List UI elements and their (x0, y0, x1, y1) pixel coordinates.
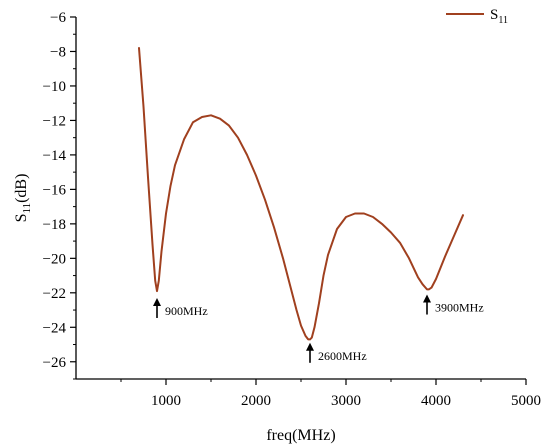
series-line-s11 (138, 47, 464, 341)
annotation-arrow-head (306, 342, 314, 351)
y-tick-label: −18 (43, 217, 66, 233)
x-tick-label: 1000 (151, 393, 181, 409)
annotation-label: 900MHz (165, 304, 208, 318)
x-ticks: 1000 2000 3000 4000 5000 (120, 379, 541, 409)
y-axis-title-main: S (13, 214, 30, 223)
y-tick-label: −20 (43, 251, 66, 267)
legend: S11 (446, 7, 508, 26)
x-tick-label: 3000 (331, 393, 361, 409)
annotations: 900MHz 2600MHz 3900MHz (153, 294, 484, 363)
y-axis-title: S11(dB) (13, 174, 33, 223)
annotation-arrow-head (153, 297, 161, 306)
y-tick-label: −12 (43, 113, 66, 129)
plot-area: 1000 2000 3000 4000 5000 −26−24−22−20−18−16−… (43, 10, 541, 409)
x-tick-label: 2000 (241, 393, 271, 409)
x-tick-label: 4000 (421, 393, 451, 409)
x-axis-title: freq(MHz) (266, 427, 335, 444)
series-layer (138, 47, 464, 341)
y-tick-label: −26 (43, 355, 67, 371)
legend-label-sub: 11 (498, 15, 508, 26)
y-axis-title-tail: (dB) (13, 174, 30, 203)
legend-label: S11 (490, 7, 508, 26)
y-ticks: −26 −24 −22 −20 −18 −16 −14 −12 −10 −8 −6 (43, 10, 76, 380)
y-tick-label: −14 (43, 148, 67, 164)
x-tick-label: 5000 (511, 393, 541, 409)
y-axis-title-sub: 11 (21, 203, 33, 214)
y-tick-label: −10 (43, 79, 66, 95)
y-tick-label: −6 (50, 10, 66, 26)
y-tick-label: −22 (43, 286, 66, 302)
y-tick-label: −24 (43, 320, 67, 336)
annotation-arrow-head (423, 294, 431, 303)
y-tick-label: −8 (50, 44, 66, 60)
annotation-label: 3900MHz (435, 301, 484, 315)
annotation-label: 2600MHz (318, 349, 367, 363)
y-tick-label: −16 (43, 182, 67, 198)
legend-label-main: S (490, 7, 498, 23)
